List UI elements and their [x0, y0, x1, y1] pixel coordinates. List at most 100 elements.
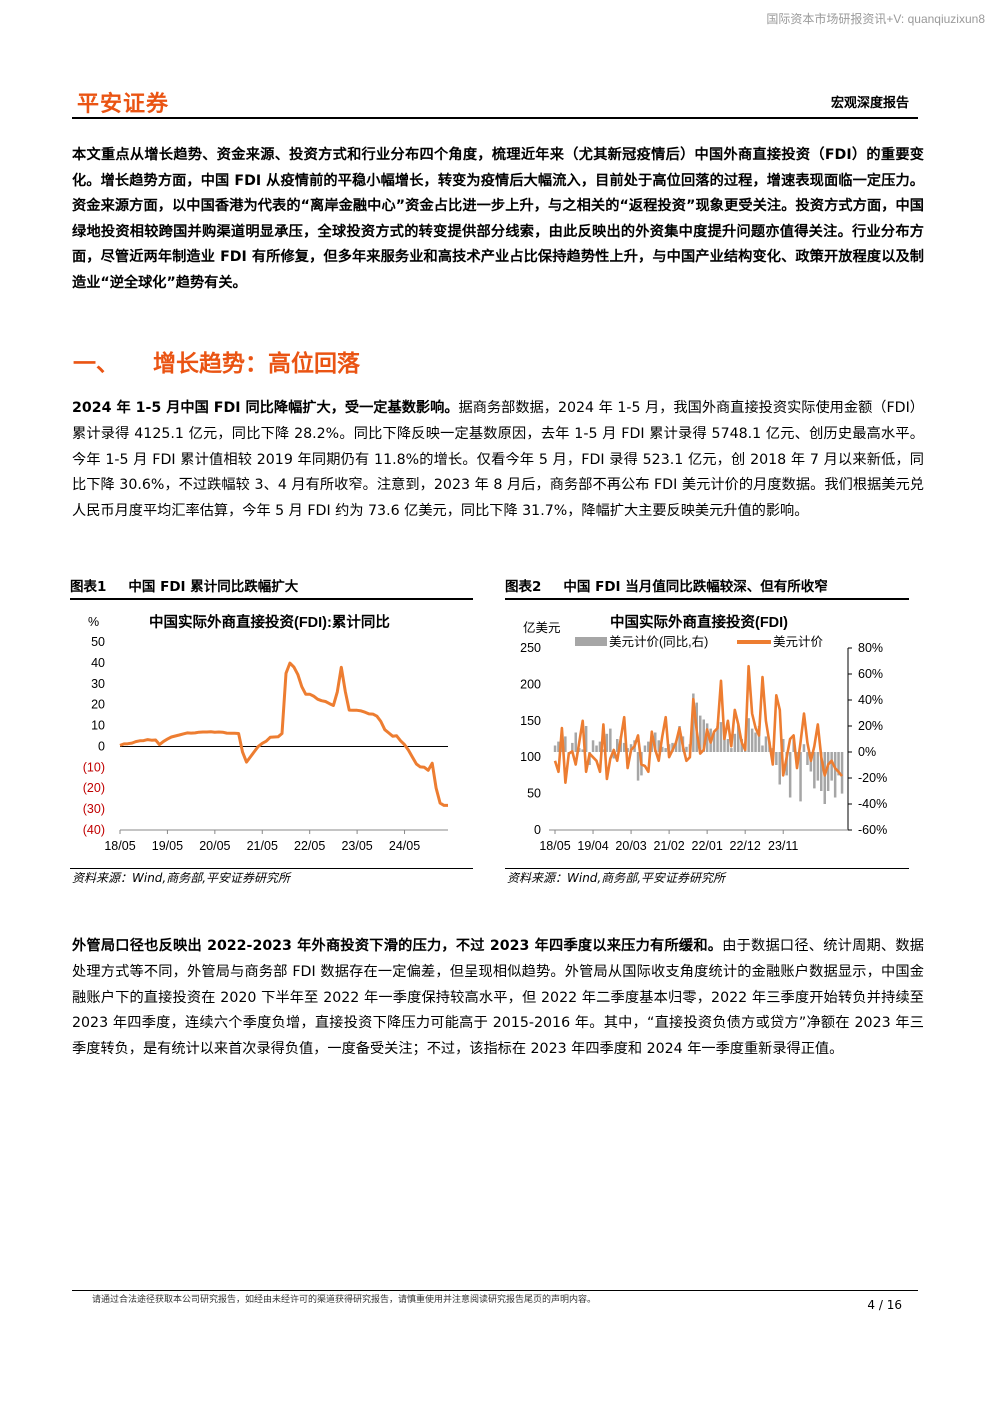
bar-yoy — [712, 732, 716, 752]
y-right-tick-label: 60% — [858, 667, 883, 681]
x-tick-label: 20/05 — [199, 839, 230, 853]
y-tick-label: 40 — [91, 656, 105, 670]
bar-yoy — [636, 752, 640, 781]
bar-yoy — [730, 748, 733, 752]
footer-disclaimer: 请通过合法途径获取本公司研究报告，如经由未经许可的渠道获得研究报告，请慎重使用并… — [92, 1295, 597, 1305]
bar-yoy — [605, 733, 609, 752]
paragraph-body: 由于数据口径、统计周期、数据处理方式等不同，外管局与商务部 FDI 数据存在一定… — [72, 938, 924, 1058]
figure-label: 图表2 — [505, 579, 542, 595]
figure-source: 资料来源：Wind,商务部,平安证券研究所 — [505, 868, 909, 888]
bar-yoy — [564, 736, 567, 752]
bar-yoy — [581, 749, 584, 752]
paragraph-fdi-growth: 2024 年 1-5 月中国 FDI 同比降幅扩大，受一定基数影响。据商务部数据… — [72, 396, 924, 525]
bar-yoy — [757, 726, 761, 752]
y-left-tick-label: 250 — [520, 641, 541, 655]
bar-yoy — [602, 749, 605, 752]
y-left-tick-label: 50 — [527, 787, 541, 801]
paragraph-lead: 2024 年 1-5 月中国 FDI 同比降幅扩大，受一定基数影响。 — [72, 400, 459, 416]
bar-yoy — [747, 718, 750, 752]
summary-paragraph: 本文重点从增长趋势、资金来源、投资方式和行业分布四个角度，梳理近年来（尤其新冠疫… — [72, 147, 924, 291]
y-left-tick-label: 200 — [520, 677, 541, 691]
x-tick-label: 19/05 — [152, 839, 183, 853]
bar-yoy — [723, 732, 726, 752]
x-tick-label: 22/05 — [294, 839, 325, 853]
bar-yoy — [609, 728, 612, 752]
bar-yoy — [840, 752, 844, 794]
bar-yoy — [837, 752, 840, 776]
bar-yoy — [622, 742, 626, 752]
bar-yoy — [643, 745, 647, 752]
bar-yoy — [647, 741, 650, 752]
bar-yoy — [616, 739, 619, 752]
y-tick-label: (40) — [83, 823, 105, 837]
chart-fdi-cumulative-yoy: 中国实际外商直接投资(FDI):累计同比% 50 40 30 20 10 0 (10) (20)… — [83, 613, 448, 853]
x-tick-label: 20/03 — [615, 839, 646, 853]
bar-yoy — [750, 728, 754, 752]
section-title: 一、 增长趋势：高位回落 — [73, 344, 360, 378]
figure-title-text: 中国 FDI 当月值同比跌幅较深、但有所收窄 — [563, 579, 828, 595]
y-right-tick-label: -20% — [858, 771, 887, 785]
x-tick-label: 21/05 — [247, 839, 278, 853]
bar-yoy — [761, 745, 764, 752]
x-tick-label: 23/11 — [768, 839, 798, 853]
chart-title: 中国实际外商直接投资(FDI) — [610, 613, 788, 631]
x-tick-label: 18/05 — [104, 839, 135, 853]
bar-yoy — [826, 752, 830, 791]
bar-yoy — [833, 752, 837, 798]
report-type: 宏观深度报告 — [830, 96, 909, 111]
figure-1: 图表1 中国 FDI 累计同比跌幅扩大 中国实际外商直接投资(FDI):累计同比%… — [70, 575, 473, 888]
y-right-tick-label: -40% — [858, 797, 887, 811]
bar-yoy — [802, 744, 806, 752]
bar-yoy — [719, 722, 723, 752]
y-tick-label: 20 — [91, 698, 105, 712]
bar-yoy — [661, 746, 664, 752]
bar-yoy — [699, 715, 702, 752]
y-left-tick-label: 150 — [520, 714, 541, 728]
x-tick-label: 24/05 — [389, 839, 420, 853]
y-right-tick-label: -60% — [858, 823, 887, 837]
bar-yoy — [557, 741, 560, 752]
section-number: 一、 — [73, 351, 119, 377]
figure-source: 资料来源：Wind,商务部,平安证券研究所 — [70, 868, 473, 888]
legend-swatch-bar — [575, 637, 607, 646]
y-axis-unit: % — [88, 615, 99, 629]
figure-label: 图表1 — [70, 579, 107, 595]
bar-yoy — [813, 752, 816, 789]
bar-yoy — [764, 736, 768, 752]
x-tick-label: 18/05 — [539, 839, 570, 853]
bar-yoy — [806, 752, 809, 765]
bar-yoy — [726, 739, 730, 752]
y-tick-label: (30) — [83, 802, 105, 816]
bar-yoy — [685, 746, 688, 752]
y-tick-label: 0 — [98, 739, 105, 753]
y-right-tick-label: 80% — [858, 641, 883, 655]
bar-yoy — [560, 746, 564, 752]
bar-yoy — [571, 742, 574, 752]
company-logo: 平安证券 — [77, 92, 170, 117]
bar-yoy — [654, 732, 657, 752]
bar-yoy — [702, 719, 705, 752]
y-left-tick-label: 100 — [520, 750, 541, 764]
bar-yoy — [612, 752, 616, 759]
y-tick-label: 10 — [91, 719, 105, 733]
x-tick-label: 21/02 — [653, 839, 684, 853]
x-tick-label: 19/04 — [577, 839, 608, 853]
paragraph-lead: 外管局口径也反映出 2022-2023 年外商投资下滑的压力，不过 2023 年… — [72, 938, 723, 954]
page-number: 4 / 16 — [867, 1298, 902, 1312]
paragraph-safe-data: 外管局口径也反映出 2022-2023 年外商投资下滑的压力，不过 2023 年… — [72, 934, 924, 1063]
y-right-tick-label: 0% — [858, 745, 876, 759]
bar-yoy — [788, 752, 792, 798]
bar-yoy — [584, 726, 588, 752]
bar-yoy — [716, 726, 719, 752]
series-line — [553, 664, 844, 784]
bar-yoy — [754, 732, 757, 752]
legend-label: 美元计价(同比,右) — [609, 634, 708, 649]
watermark: 国际资本市场研报资讯+V: quanqiuzixun8 — [766, 12, 985, 26]
y-right-tick-label: 40% — [858, 693, 883, 707]
bar-yoy — [657, 740, 660, 752]
y-tick-label: 50 — [91, 635, 105, 649]
bar-yoy — [598, 741, 602, 752]
bar-yoy — [737, 723, 740, 752]
bar-yoy — [823, 752, 826, 804]
